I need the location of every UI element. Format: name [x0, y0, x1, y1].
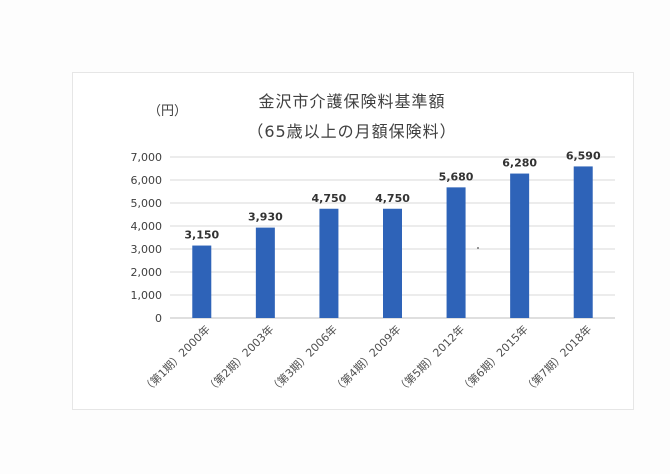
y-tick-label: 2,000 [131, 266, 163, 279]
data-label: 3,150 [184, 229, 219, 242]
data-label: 3,930 [248, 211, 283, 224]
data-label: 6,280 [502, 157, 537, 170]
bar [255, 227, 275, 318]
data-label: 6,590 [566, 149, 601, 162]
bar [573, 166, 593, 318]
y-tick-label: 6,000 [131, 174, 163, 187]
x-tick-label: （第3期）2006年 [267, 322, 341, 396]
x-tick-label: （第1期）2000年 [139, 322, 213, 396]
y-tick-label: 3,000 [131, 243, 163, 256]
bar [319, 208, 339, 318]
chart-subtitle: （65歳以上の月額保険料） [247, 122, 457, 141]
chart-title: 金沢市介護保険料基準額 [258, 92, 446, 111]
bar [192, 245, 212, 318]
data-label: 4,750 [312, 192, 347, 205]
y-axis-unit-label: （円） [148, 104, 188, 119]
y-tick-label: 1,000 [131, 289, 163, 302]
data-label: 4,750 [375, 192, 410, 205]
bar [383, 208, 402, 318]
x-tick-label: （第2期）2003年 [203, 322, 277, 396]
x-tick-label: （第4期）2009年 [330, 322, 404, 396]
scan-speck [477, 247, 479, 249]
y-tick-label: 5,000 [131, 197, 163, 210]
x-tick-label: （第7期）2018年 [521, 322, 595, 396]
bar [446, 187, 466, 318]
x-tick-label: （第5期）2012年 [394, 322, 468, 396]
chart-frame [72, 72, 634, 410]
y-tick-label: 4,000 [131, 220, 163, 233]
x-tick-label: （第6期）2015年 [457, 322, 531, 396]
y-tick-label: 7,000 [131, 151, 163, 164]
data-label: 5,680 [439, 170, 474, 183]
bar [510, 173, 530, 318]
y-tick-label: 0 [155, 312, 162, 325]
